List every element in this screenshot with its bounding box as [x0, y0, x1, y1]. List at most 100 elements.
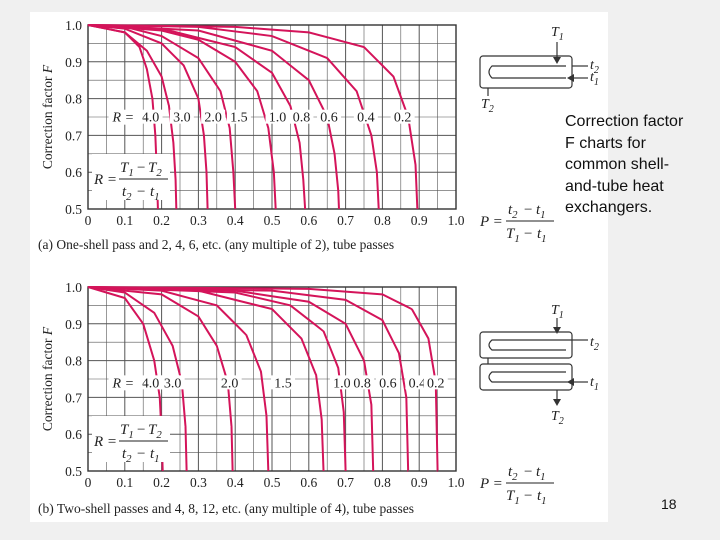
- curve-label: 0.8: [353, 376, 371, 391]
- caption-b: (b) Two-shell passes and 4, 8, 12, etc. …: [38, 501, 414, 517]
- y-tick-label: 0.7: [65, 128, 82, 143]
- diagram-label-T1: T1: [551, 303, 564, 321]
- p-formula-minus2: −: [524, 488, 532, 504]
- r-formula-den-a: t2: [122, 184, 132, 203]
- curve-label-bg: [405, 375, 430, 390]
- curve-label-bg: [201, 109, 226, 124]
- y-tick-label: 0.6: [65, 427, 82, 442]
- diagram-shell-1: [479, 331, 573, 359]
- x-tick-label: 0.3: [190, 475, 207, 490]
- x-tick-label: 0.8: [374, 475, 391, 490]
- r-formula-den-b: t1: [150, 184, 160, 203]
- plot-frame: [87, 286, 457, 472]
- x-tick-label: 0.1: [116, 213, 133, 228]
- diagram-label-t2: t2: [590, 335, 599, 353]
- curve-R-0.4: [87, 286, 410, 472]
- side-line-2: F charts for: [565, 134, 646, 152]
- curve-label-bg: [390, 109, 415, 124]
- curve-label: 4.0: [142, 111, 160, 126]
- p-formula-den-b: t1: [537, 488, 547, 507]
- p-formula-minus2: −: [524, 226, 532, 242]
- x-tick-label: 0.9: [411, 475, 428, 490]
- side-line-4: and-tube heat: [565, 177, 664, 195]
- curve-label-bg: [289, 109, 314, 124]
- side-line-3: common shell-: [565, 156, 670, 173]
- curve-label: 3.0: [164, 376, 182, 391]
- x-tick-label: 0.3: [190, 213, 207, 228]
- curve-label: 0.2: [427, 376, 445, 391]
- p-formula-lhs: P =: [479, 214, 503, 230]
- p-formula-num-a: t2: [508, 464, 518, 483]
- p-formula-den-a: T1: [506, 226, 520, 245]
- chart-a: 0 0.1 0.2 0.3 0.4 0.5 0.6 0.7 0.8 0.9 1.0 0.5 0.6 0.7…: [40, 18, 599, 245]
- curve-R-0.6: [87, 24, 340, 210]
- r-formula-den-b: t1: [150, 446, 160, 465]
- r-formula-num-b: T2: [148, 160, 162, 179]
- curve-R-3.0: [87, 24, 178, 210]
- curve-label-bg: [375, 375, 400, 390]
- r-formula-minus: −: [137, 422, 145, 438]
- side-description: Correction factor F charts for common sh…: [565, 111, 710, 219]
- x-tick-label: 0.8: [374, 213, 391, 228]
- curve-label-bg: [350, 375, 375, 390]
- x-tick-label: 0.7: [337, 475, 354, 490]
- curve-label-bg: [317, 109, 342, 124]
- diagram-arrowhead: [567, 74, 574, 82]
- curve-label: 0.8: [293, 111, 311, 126]
- diagram-shell: [479, 55, 573, 89]
- curve-R-2.0: [87, 286, 234, 472]
- caption-a-text: One-shell pass and 2, 4, 6, etc. (any mu…: [56, 237, 395, 252]
- curve-label: 4.0: [142, 376, 160, 391]
- y-tick-label: 1.0: [65, 18, 82, 33]
- curve-label: 2.0: [221, 376, 239, 391]
- y-tick-label: 0.6: [65, 165, 82, 180]
- y-tick-label: 0.8: [65, 92, 82, 107]
- x-tick-label: 0.5: [264, 475, 281, 490]
- diagram-label-T2: T2: [481, 97, 494, 115]
- diagram-label-t1: t1: [590, 375, 599, 393]
- diagram-label-T2: T2: [551, 409, 564, 427]
- curve-label: 1.5: [274, 376, 292, 391]
- y-axis-label: Correction factor F: [40, 326, 55, 431]
- p-formula-minus: −: [524, 202, 532, 218]
- r-formula-minus: −: [137, 160, 145, 176]
- curve-R-0.8: [87, 286, 347, 472]
- curve-label-bg: [169, 109, 194, 124]
- curve-label-bg: [138, 109, 163, 124]
- caption-b-text: Two-shell passes and 4, 8, 12, etc. (any…: [56, 501, 414, 516]
- caption-a-label: (a): [38, 237, 53, 252]
- curve-R-1.0: [87, 24, 277, 210]
- exchanger-diagram: T1 t2 t1 T2: [479, 303, 599, 427]
- r-formula-minus2: −: [137, 446, 145, 462]
- r-formula-minus2: −: [137, 184, 145, 200]
- p-formula-lhs: P =: [479, 476, 503, 492]
- r-formula-bg: [92, 154, 170, 200]
- curve-R-3.0: [87, 286, 188, 472]
- x-tick-label: 0.5: [264, 213, 281, 228]
- curve-R-0.2: [87, 24, 419, 210]
- y-axis-label: Correction factor F: [40, 64, 55, 169]
- y-tick-label: 0.9: [65, 317, 82, 332]
- diagram-tube: [488, 65, 566, 79]
- curve-label: 1.0: [333, 376, 351, 391]
- r-prefix-bg: [108, 375, 143, 391]
- r-formula-num-a: T1: [120, 422, 134, 441]
- curve-label: 1.0: [269, 111, 287, 126]
- plot-frame: [87, 24, 457, 210]
- r-formula-num-b: T2: [148, 422, 162, 441]
- diagram-tube-1: [488, 339, 572, 351]
- x-tick-label: 0: [85, 213, 92, 228]
- r-formula-num-a: T1: [120, 160, 134, 179]
- curve-label: 0.4: [409, 376, 427, 391]
- p-formula-minus: −: [524, 464, 532, 480]
- chart-b: 0 0.1 0.2 0.3 0.4 0.5 0.6 0.7 0.8 0.9 1.0 0.5 0.6 0.7…: [40, 280, 599, 507]
- p-formula-den-a: T1: [506, 488, 520, 507]
- side-line-1: Correction factor: [565, 113, 684, 130]
- x-tick-label: 0.6: [300, 213, 317, 228]
- x-tick-label: 0.4: [227, 213, 244, 228]
- y-tick-label: 0.5: [65, 202, 82, 217]
- x-tick-label: 0.6: [300, 475, 317, 490]
- r-prefix-bg: [108, 109, 143, 125]
- p-formula-num-a: t2: [508, 202, 518, 221]
